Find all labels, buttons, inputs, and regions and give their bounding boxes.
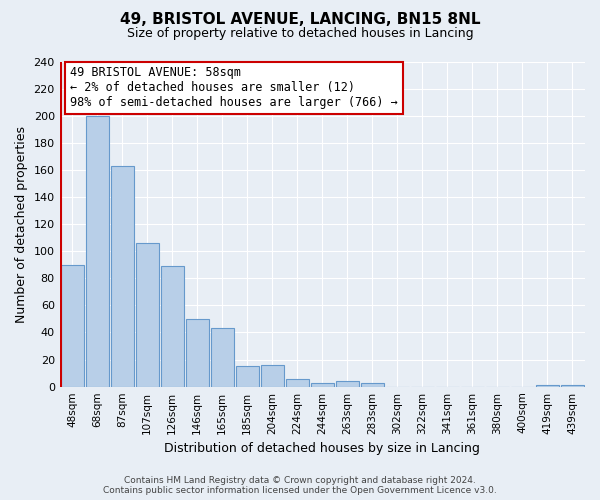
- Bar: [186, 319, 209, 386]
- Bar: [136, 243, 159, 386]
- Bar: [110, 166, 134, 386]
- Bar: [361, 382, 384, 386]
- Bar: [236, 366, 259, 386]
- Bar: [161, 266, 184, 386]
- Bar: [336, 382, 359, 386]
- Text: 49 BRISTOL AVENUE: 58sqm
← 2% of detached houses are smaller (12)
98% of semi-de: 49 BRISTOL AVENUE: 58sqm ← 2% of detache…: [70, 66, 398, 110]
- Bar: [286, 378, 309, 386]
- Text: Size of property relative to detached houses in Lancing: Size of property relative to detached ho…: [127, 28, 473, 40]
- Text: Contains HM Land Registry data © Crown copyright and database right 2024.
Contai: Contains HM Land Registry data © Crown c…: [103, 476, 497, 495]
- Bar: [311, 382, 334, 386]
- Bar: [61, 264, 83, 386]
- Bar: [86, 116, 109, 386]
- Bar: [211, 328, 234, 386]
- Y-axis label: Number of detached properties: Number of detached properties: [15, 126, 28, 322]
- X-axis label: Distribution of detached houses by size in Lancing: Distribution of detached houses by size …: [164, 442, 480, 455]
- Text: 49, BRISTOL AVENUE, LANCING, BN15 8NL: 49, BRISTOL AVENUE, LANCING, BN15 8NL: [120, 12, 480, 28]
- Bar: [261, 365, 284, 386]
